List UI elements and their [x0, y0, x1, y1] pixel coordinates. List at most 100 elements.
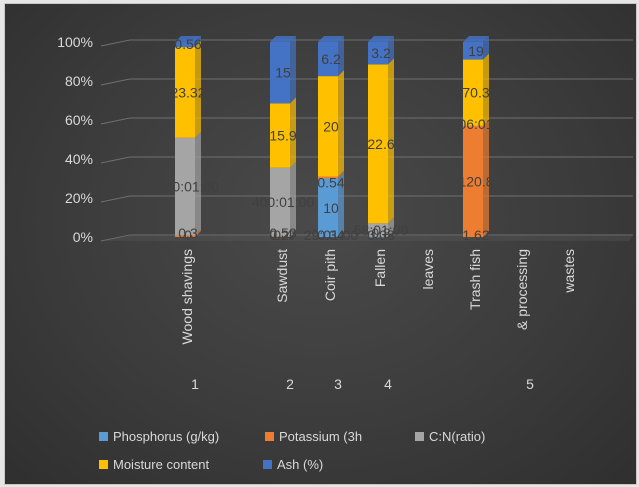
category-label: Trash fish	[467, 249, 483, 310]
chart-area: 0% 20% 40% 60% 80% 100% 0 600:01:00 23.32 0.56 0.4…	[4, 3, 637, 485]
bar-segment-side	[290, 230, 296, 237]
bar-segment-side	[388, 230, 394, 237]
bar-segment-side	[195, 229, 201, 237]
data-label: 600:01:00	[157, 178, 219, 194]
data-label: 10	[323, 200, 339, 216]
category-label: Fallen	[372, 249, 388, 287]
data-label: 0.27	[269, 227, 296, 243]
data-label: 6.2	[321, 51, 341, 67]
bar-segment	[463, 59, 483, 126]
bar-segment-side	[483, 119, 489, 237]
data-label: 1.62	[462, 227, 489, 243]
data-label: 0.56	[174, 36, 201, 52]
y-tick-label: 80%	[65, 73, 93, 89]
gridline-depth	[100, 234, 131, 242]
data-label: 0.4	[273, 227, 293, 243]
bar-segment	[270, 236, 290, 237]
bar-segment	[368, 223, 388, 237]
bar-segment-side	[388, 36, 394, 65]
gridline-depth	[100, 39, 131, 47]
bar-segment-side	[388, 58, 394, 224]
data-label: 120.8	[458, 173, 493, 189]
data-label: 20	[323, 118, 339, 134]
data-label: 3.2	[371, 45, 391, 61]
legend-entry: Potassium (3h	[279, 429, 362, 444]
bar-segment	[318, 42, 338, 77]
data-label: 70.3	[462, 85, 489, 101]
data-label: 0.08	[367, 227, 394, 243]
category-label: Wood shavings	[179, 249, 195, 344]
category-label: & processing	[514, 249, 530, 330]
bar-top	[463, 36, 489, 42]
bar-segment	[368, 42, 388, 65]
data-label: 0.53	[269, 225, 296, 241]
data-label: 0	[184, 227, 192, 243]
bar-segment	[270, 103, 290, 168]
gridline-depth	[100, 156, 131, 164]
bar-segment-side	[290, 36, 296, 104]
y-tick-label: 20%	[65, 190, 93, 206]
bar-segment-side	[195, 131, 201, 236]
bar-segment-side	[290, 161, 296, 237]
category-label: Coir pith	[322, 249, 338, 301]
bar-segment-side	[338, 70, 344, 177]
bar-segment	[463, 125, 483, 237]
bar-segment	[318, 176, 338, 179]
category-group-number: 2	[286, 376, 294, 392]
data-label: 23.32	[170, 84, 205, 100]
bar-segment	[270, 167, 290, 237]
legend-swatch	[263, 460, 272, 469]
category-label: Sawdust	[274, 249, 290, 303]
legend-entry: Moisture content	[113, 457, 209, 472]
bar-segment-side	[290, 97, 296, 168]
gridline-depth	[100, 195, 131, 203]
category-group-number: 5	[526, 376, 534, 392]
bar-segment-side	[388, 217, 394, 237]
data-label: 0.8	[371, 225, 391, 241]
data-label: 06:01	[458, 116, 493, 132]
bar-segment-side	[483, 53, 489, 126]
bar-segment	[368, 64, 388, 224]
bar-segment	[175, 47, 195, 138]
bar-segment	[318, 76, 338, 177]
bar-segment	[175, 137, 195, 236]
category-label: wastes	[561, 249, 577, 294]
bar-segment	[175, 42, 195, 48]
category-group-number: 3	[334, 376, 342, 392]
bar-segment	[270, 42, 290, 104]
y-tick-label: 40%	[65, 151, 93, 167]
bar-segment-side	[338, 170, 344, 179]
bar-segment	[368, 236, 388, 238]
data-label: 0.54	[317, 174, 344, 190]
data-label: 0.3	[178, 225, 198, 241]
data-label: 58:01:00	[354, 222, 409, 238]
category-group-number: 1	[191, 376, 199, 392]
category-group-number: 4	[384, 376, 392, 392]
gridline-depth	[100, 78, 131, 86]
legend-entry: C:N(ratio)	[429, 429, 485, 444]
legend-entry: Ash (%)	[277, 457, 323, 472]
bar-top	[270, 36, 296, 42]
y-tick-label: 60%	[65, 112, 93, 128]
data-label: 0.34	[317, 227, 344, 243]
legend-swatch	[99, 432, 108, 441]
data-label: 29:01:00	[304, 227, 359, 243]
category-label: leaves	[420, 249, 436, 289]
legend-swatch	[415, 432, 424, 441]
bar-segment-side	[483, 36, 489, 60]
bar-segment	[175, 235, 195, 237]
chart-floor	[101, 235, 633, 241]
y-tick-label: 0%	[73, 229, 93, 245]
bar-segment	[463, 42, 483, 60]
y-tick-label: 100%	[57, 34, 93, 50]
bar-segment-side	[195, 36, 201, 48]
chart-svg: 0% 20% 40% 60% 80% 100% 0 600:01:00 23.32 0.56 0.4…	[57, 34, 633, 472]
data-label: 22.6	[367, 136, 394, 152]
data-label: 15	[275, 65, 291, 81]
data-label: 19	[468, 43, 484, 59]
legend-swatch	[265, 432, 274, 441]
bar-top	[318, 36, 344, 42]
legend-swatch	[99, 460, 108, 469]
data-label: 15.9	[269, 128, 296, 144]
bar-segment-side	[338, 36, 344, 77]
